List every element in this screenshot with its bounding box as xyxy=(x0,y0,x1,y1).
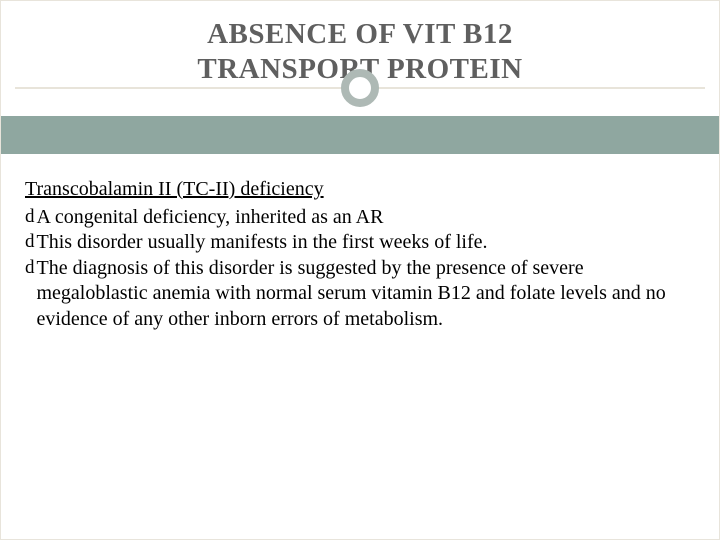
color-band xyxy=(1,116,719,154)
bullet-icon: d xyxy=(25,230,35,254)
bullet-icon: d xyxy=(25,256,35,280)
bullet-text: This disorder usually manifests in the f… xyxy=(37,230,696,256)
bullet-text: A congenital deficiency, inherited as an… xyxy=(37,205,696,231)
list-item: d A congenital deficiency, inherited as … xyxy=(25,205,695,231)
bullet-text: The diagnosis of this disorder is sugges… xyxy=(37,256,696,333)
decorative-circle-icon xyxy=(341,69,379,107)
list-item: d This disorder usually manifests in the… xyxy=(25,230,695,256)
header-area: ABSENCE OF VIT B12 TRANSPORT PROTEIN xyxy=(1,1,719,116)
list-item: d The diagnosis of this disorder is sugg… xyxy=(25,256,695,333)
bullet-icon: d xyxy=(25,205,35,229)
subheading: Transcobalamin II (TC-II) deficiency xyxy=(25,177,695,203)
slide: ABSENCE OF VIT B12 TRANSPORT PROTEIN Tra… xyxy=(0,0,720,540)
content-area: Transcobalamin II (TC-II) deficiency d A… xyxy=(25,177,695,333)
